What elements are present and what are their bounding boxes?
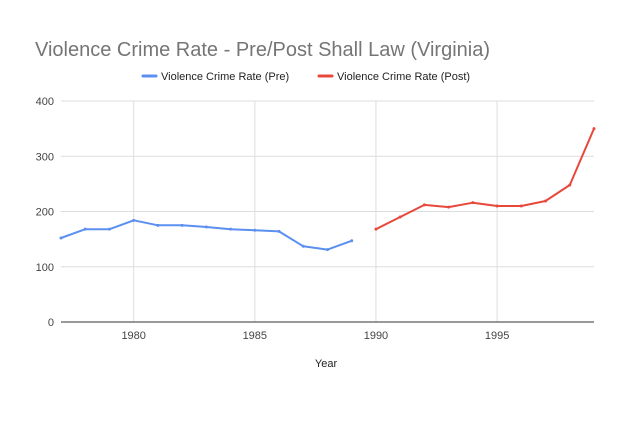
series-line <box>60 219 353 251</box>
series-pre <box>59 218 354 252</box>
legend-item: Violence Crime Rate (Pre) <box>141 71 289 83</box>
axes: 0 100 200 300 400 1980 1985 1990 1995 <box>36 96 594 342</box>
data-point <box>350 239 354 243</box>
data-point <box>277 229 281 233</box>
data-point <box>156 223 160 227</box>
data-point <box>253 228 257 232</box>
y-tick-label: 0 <box>48 317 54 329</box>
legend-item: Violence Crime Rate (Post) <box>317 71 470 83</box>
chart-title: Violence Crime Rate - Pre/Post Shall Law… <box>35 39 490 61</box>
y-tick-label: 400 <box>36 96 54 108</box>
gridlines <box>61 100 594 322</box>
data-point <box>107 227 111 231</box>
series-lines <box>59 127 596 252</box>
data-point <box>204 225 208 229</box>
x-tick-label: 1995 <box>485 330 509 342</box>
data-point <box>544 199 548 203</box>
y-tick-label: 200 <box>36 207 54 219</box>
data-point <box>447 205 451 209</box>
data-point <box>495 204 499 208</box>
legend-label: Violence Crime Rate (Post) <box>337 71 470 83</box>
legend-label: Violence Crime Rate (Pre) <box>161 71 289 83</box>
data-point <box>229 227 233 231</box>
data-point <box>59 236 63 240</box>
data-point <box>398 215 402 219</box>
legend: Violence Crime Rate (Pre) Violence Crime … <box>141 71 470 83</box>
data-point <box>301 244 305 248</box>
data-point <box>180 223 184 227</box>
data-point <box>568 183 572 187</box>
data-point <box>422 203 426 207</box>
x-tick-label: 1980 <box>121 330 145 342</box>
x-tick-label: 1985 <box>243 330 267 342</box>
data-point <box>83 227 87 231</box>
series-line <box>375 127 595 231</box>
data-point <box>326 248 329 252</box>
y-tick-label: 300 <box>36 151 54 163</box>
y-tick-label: 100 <box>36 262 54 274</box>
data-point <box>132 218 136 222</box>
data-point <box>374 227 378 231</box>
data-point <box>519 204 523 208</box>
data-point <box>471 201 475 205</box>
series-post <box>374 127 596 231</box>
x-axis-label: Year <box>315 358 338 370</box>
x-tick-label: 1990 <box>364 330 388 342</box>
data-point <box>592 127 596 131</box>
